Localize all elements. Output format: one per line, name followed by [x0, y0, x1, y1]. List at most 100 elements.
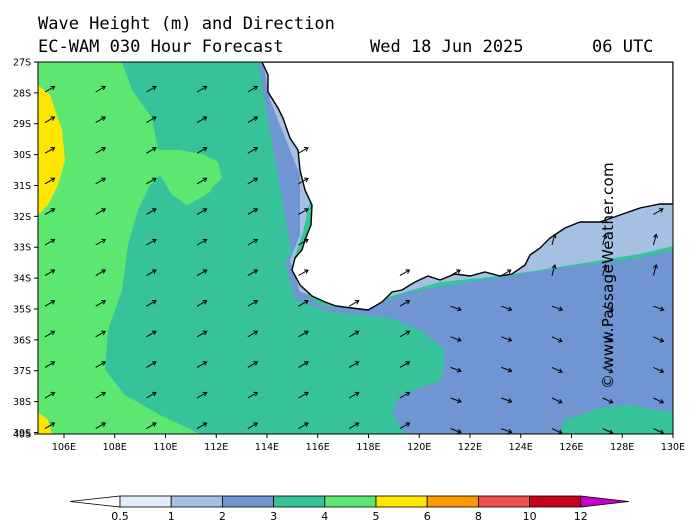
wave-height-field — [38, 62, 673, 434]
colorbar-label: 1 — [168, 510, 175, 523]
wave-arrow — [44, 238, 56, 246]
wave-arrow — [247, 330, 259, 338]
colorbar-label: 3 — [270, 510, 277, 523]
longitude-label: 128E — [610, 442, 634, 453]
wave-arrow — [196, 300, 208, 307]
wave-arrow — [247, 208, 259, 215]
wave-arrow — [551, 233, 557, 246]
longitude-label: 126E — [559, 442, 583, 453]
wave-arrow — [501, 336, 513, 342]
wave-arrow — [348, 422, 360, 430]
wave-arrow — [602, 428, 614, 435]
wave-arrow — [95, 300, 107, 307]
wave-arrow — [146, 85, 157, 93]
latitude-label: 40S — [13, 430, 31, 441]
wave-arrow — [196, 361, 208, 368]
wave-arrow — [196, 391, 208, 399]
wave-arrow — [450, 336, 462, 342]
wave-arrow — [399, 391, 411, 399]
wave-zone-4-5m-bay — [165, 152, 222, 205]
wave-arrow — [298, 238, 309, 246]
wave-arrow — [196, 85, 208, 93]
wave-arrow — [298, 147, 309, 154]
wave-arrow — [95, 177, 107, 185]
wave-arrow — [146, 238, 157, 246]
latitude-axis: 27S 28S 29S 30S 31S 32S 33S 34S 35S 36S 37S 38S 39S4… — [13, 58, 38, 441]
wave-arrow — [602, 366, 614, 374]
colorbar-swatch — [170, 495, 223, 508]
wave-arrow — [196, 208, 208, 215]
wave-arrow — [450, 397, 462, 404]
longitude-label: 120E — [407, 442, 431, 453]
longitude-label: 130E — [661, 442, 685, 453]
latitude-label: 36S — [13, 335, 31, 346]
colorbar-swatch — [375, 495, 428, 508]
wave-arrow — [348, 361, 360, 368]
wave-arrow — [146, 300, 157, 307]
wave-arrow — [247, 422, 259, 430]
wave-arrow — [653, 336, 665, 343]
colorbar-label: 4 — [321, 510, 328, 523]
colorbar-swatch — [477, 495, 530, 508]
colorbar-swatch — [273, 495, 326, 508]
wave-arrow — [247, 361, 259, 368]
wave-arrow — [44, 361, 56, 368]
longitude-label: 106E — [52, 442, 76, 453]
latitude-label: 38S — [13, 397, 31, 408]
wave-arrow — [146, 269, 157, 277]
wave-arrow — [298, 422, 309, 430]
forecast-model-label: EC-WAM 030 Hour Forecast — [38, 37, 284, 57]
wave-arrow — [450, 366, 462, 373]
wave-arrow — [196, 422, 208, 430]
wave-arrow — [602, 305, 614, 312]
wave-arrow — [146, 361, 157, 368]
wave-arrow — [348, 300, 360, 307]
longitude-label: 112E — [204, 442, 228, 453]
wave-arrow — [348, 391, 360, 399]
wave-arrow — [602, 264, 608, 276]
wave-arrow — [551, 397, 563, 404]
wave-arrow — [298, 177, 309, 185]
longitude-label: 108E — [103, 442, 127, 453]
wave-arrow — [501, 397, 513, 404]
wave-arrow — [653, 397, 665, 404]
wave-arrow — [44, 300, 56, 307]
colorbar-low-triangle — [69, 495, 121, 508]
colorbar-label: 6 — [424, 510, 431, 523]
wave-arrow — [298, 330, 309, 338]
wave-arrow — [501, 428, 513, 434]
colorbar-label: 10 — [523, 510, 537, 523]
wave-arrow — [146, 208, 157, 215]
wave-arrow — [501, 305, 513, 312]
wave-zone-3-4m-se — [560, 405, 673, 434]
wave-arrow — [602, 397, 614, 404]
latitude-label: 39S — [13, 428, 31, 439]
wave-zone-2-3m — [258, 62, 673, 434]
wave-arrow — [247, 177, 259, 185]
wave-arrow — [44, 208, 56, 215]
colorbar-high-triangle — [580, 495, 629, 508]
wave-arrow — [653, 305, 665, 312]
wave-arrow — [196, 330, 208, 338]
wave-arrow — [399, 361, 411, 368]
wave-arrow — [298, 269, 309, 277]
latitude-label: 31S — [13, 181, 31, 192]
wave-arrow — [652, 233, 658, 246]
wave-arrow — [450, 305, 462, 312]
wave-arrow — [298, 300, 309, 307]
wave-arrow — [146, 422, 157, 430]
forecast-date: Wed 18 Jun 2025 — [370, 37, 524, 57]
wave-zone-1-2m — [263, 62, 673, 302]
wave-height-colorbar: 0.5 1 2 3 4 5 6 8 10 12 — [69, 495, 629, 523]
wave-arrow — [653, 208, 664, 215]
wave-arrow — [551, 336, 563, 343]
wave-arrow — [146, 147, 157, 154]
wave-arrow — [95, 85, 107, 93]
wave-arrow — [551, 366, 563, 374]
wave-arrow — [247, 116, 259, 124]
wave-arrow — [652, 264, 658, 276]
wave-arrow — [501, 366, 513, 373]
wave-arrow — [95, 269, 107, 277]
wave-arrow — [95, 208, 107, 215]
